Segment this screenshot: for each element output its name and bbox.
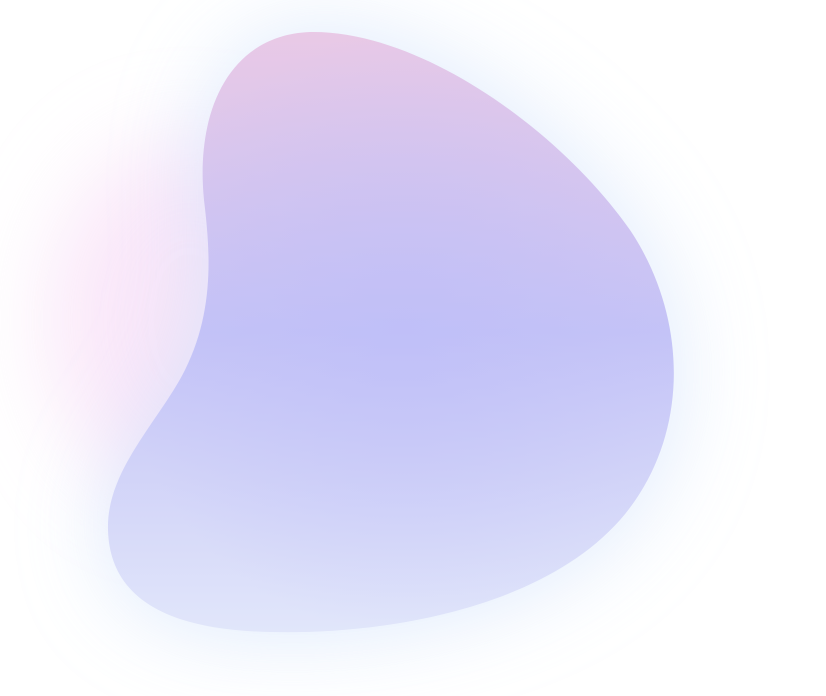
blob-center-shading — [107, 31, 674, 633]
